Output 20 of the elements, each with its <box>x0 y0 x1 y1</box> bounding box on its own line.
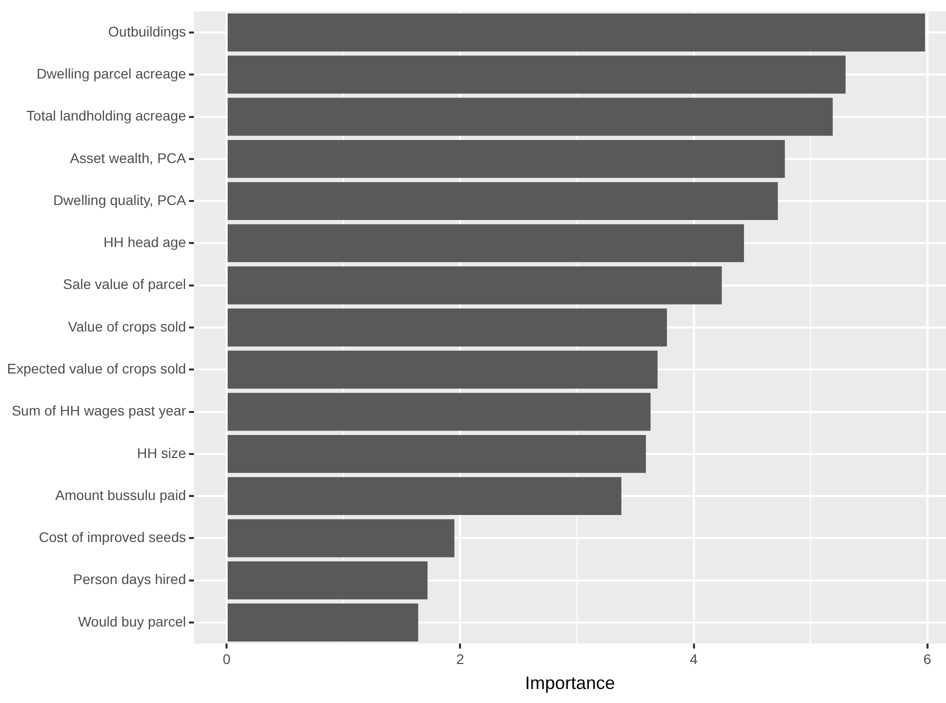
x-tick-label: 2 <box>456 650 464 667</box>
y-tick-label: Value of crops sold <box>68 318 186 334</box>
y-tick-label: Total landholding acreage <box>26 108 186 124</box>
y-tick-label: Would buy parcel <box>78 613 186 630</box>
x-tick-label: 4 <box>690 650 698 667</box>
y-tick-label: Dwelling quality, PCA <box>53 192 187 208</box>
y-tick-label: HH size <box>136 444 186 461</box>
y-tick-label: Sale value of parcel <box>63 276 186 292</box>
y-tick-label: Outbuildings <box>108 23 186 40</box>
y-tick-label: Sum of HH wages past year <box>12 402 186 419</box>
y-tick-label: HH head age <box>103 234 186 250</box>
x-axis-title: Importance <box>524 673 616 694</box>
y-tick-label: Asset wealth, PCA <box>70 150 187 166</box>
y-tick-label: Dwelling parcel acreage <box>36 65 186 82</box>
y-tick-label: Cost of improved seeds <box>38 529 186 546</box>
y-tick-label: Expected value of crops sold <box>6 360 186 377</box>
x-tick-label: 0 <box>222 650 231 667</box>
y-tick-label: Amount bussulu paid <box>55 486 186 503</box>
y-tick-label: Person days hired <box>73 571 186 588</box>
x-tick-label: 6 <box>923 650 932 667</box>
